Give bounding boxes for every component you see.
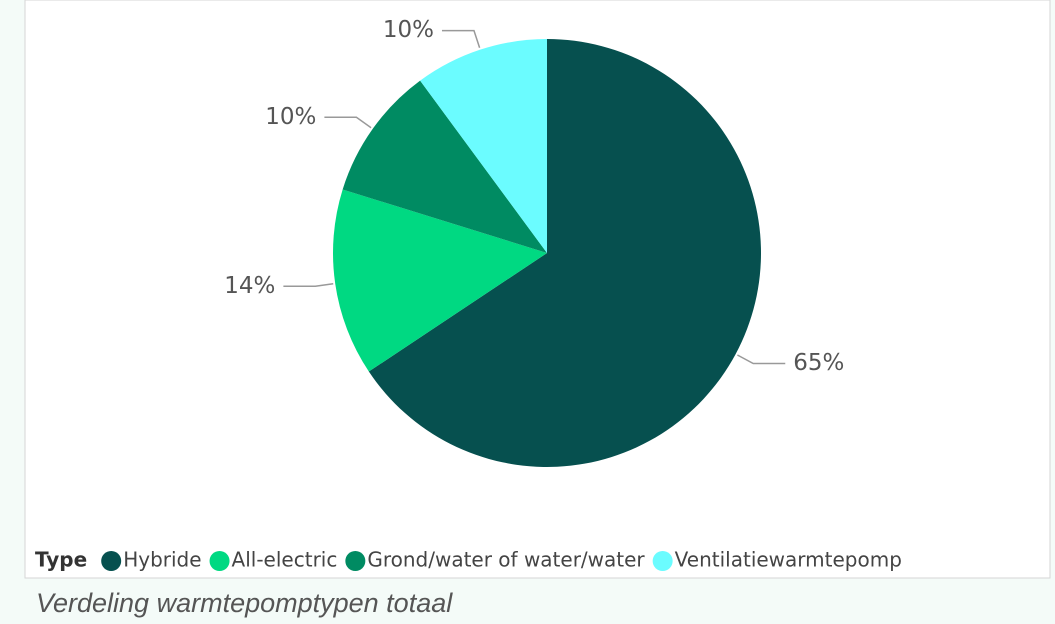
legend-label: Hybride [123,548,201,572]
legend-label: All-electric [232,548,338,572]
leader-line [283,282,334,288]
pie-slice [333,189,547,372]
caption: Verdeling warmtepomptypen totaal [36,588,453,618]
legend-title: Type [35,548,87,572]
data-label: 14% [224,273,275,299]
data-label: 10% [265,104,316,130]
legend-marker [652,551,673,571]
legend-label: Ventilatiewarmtepomp [675,548,902,572]
pie-slice [368,39,761,468]
leader-line [324,116,372,129]
pie-slice [420,39,547,253]
leader-line [737,354,786,365]
legend-marker [101,551,122,571]
legend-marker [345,551,366,571]
legend-label: Grond/water of water/water [367,548,645,572]
data-label: 65% [793,350,844,376]
data-label: 10% [383,17,434,43]
pie-slice [342,80,547,253]
leader-line [441,29,481,49]
legend-marker [209,551,230,571]
